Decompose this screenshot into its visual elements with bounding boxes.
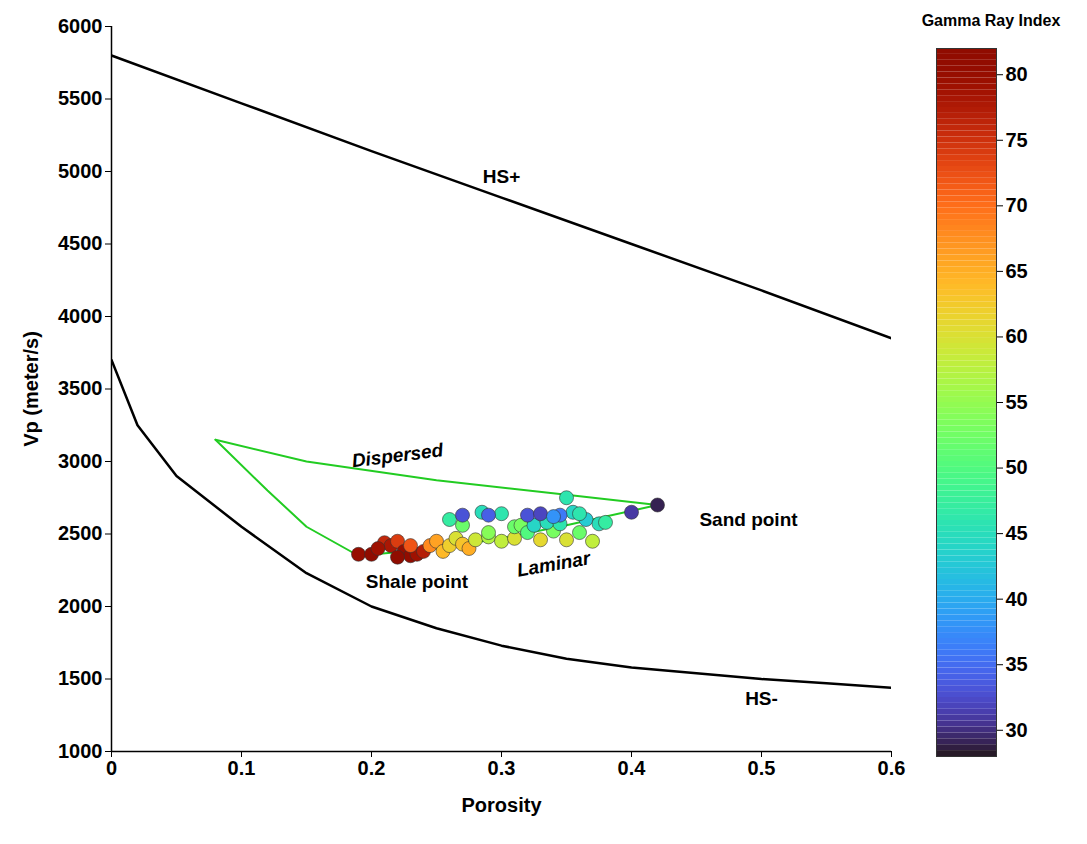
svg-text:30: 30 [1006,719,1028,741]
svg-text:Laminar: Laminar [515,547,593,581]
svg-text:0.2: 0.2 [358,757,386,779]
svg-text:70: 70 [1006,194,1028,216]
svg-text:5500: 5500 [58,87,103,109]
svg-text:Porosity: Porosity [461,794,542,816]
svg-text:3500: 3500 [58,377,103,399]
svg-text:HS+: HS+ [483,166,521,187]
svg-text:0.5: 0.5 [748,757,776,779]
svg-text:65: 65 [1006,260,1028,282]
svg-text:50: 50 [1006,456,1028,478]
svg-text:80: 80 [1006,63,1028,85]
svg-text:HS-: HS- [745,688,778,709]
svg-text:60: 60 [1006,325,1028,347]
svg-text:Dispersed: Dispersed [351,439,445,471]
svg-text:Sand point: Sand point [699,509,798,530]
svg-text:4000: 4000 [58,305,103,327]
svg-text:40: 40 [1006,588,1028,610]
svg-text:0.3: 0.3 [488,757,516,779]
svg-text:1500: 1500 [58,667,103,689]
svg-text:0.4: 0.4 [618,757,647,779]
svg-text:5000: 5000 [58,160,103,182]
svg-text:75: 75 [1006,129,1028,151]
svg-text:4500: 4500 [58,232,103,254]
svg-text:0: 0 [106,757,117,779]
svg-text:0.6: 0.6 [878,757,906,779]
svg-text:2500: 2500 [58,522,103,544]
svg-text:6000: 6000 [58,15,103,37]
svg-text:3000: 3000 [58,450,103,472]
html-text:Gamma Ray Index: Gamma Ray Index [921,12,1061,29]
svg-text:Shale point: Shale point [366,571,469,592]
svg-text:0.1: 0.1 [228,757,256,779]
svg-text:35: 35 [1006,653,1028,675]
svg-text:45: 45 [1006,522,1028,544]
svg-text:Vp (meter/s): Vp (meter/s) [20,331,42,447]
svg-text:2000: 2000 [58,595,103,617]
svg-text:55: 55 [1006,391,1028,413]
svg-text:1000: 1000 [58,740,103,762]
